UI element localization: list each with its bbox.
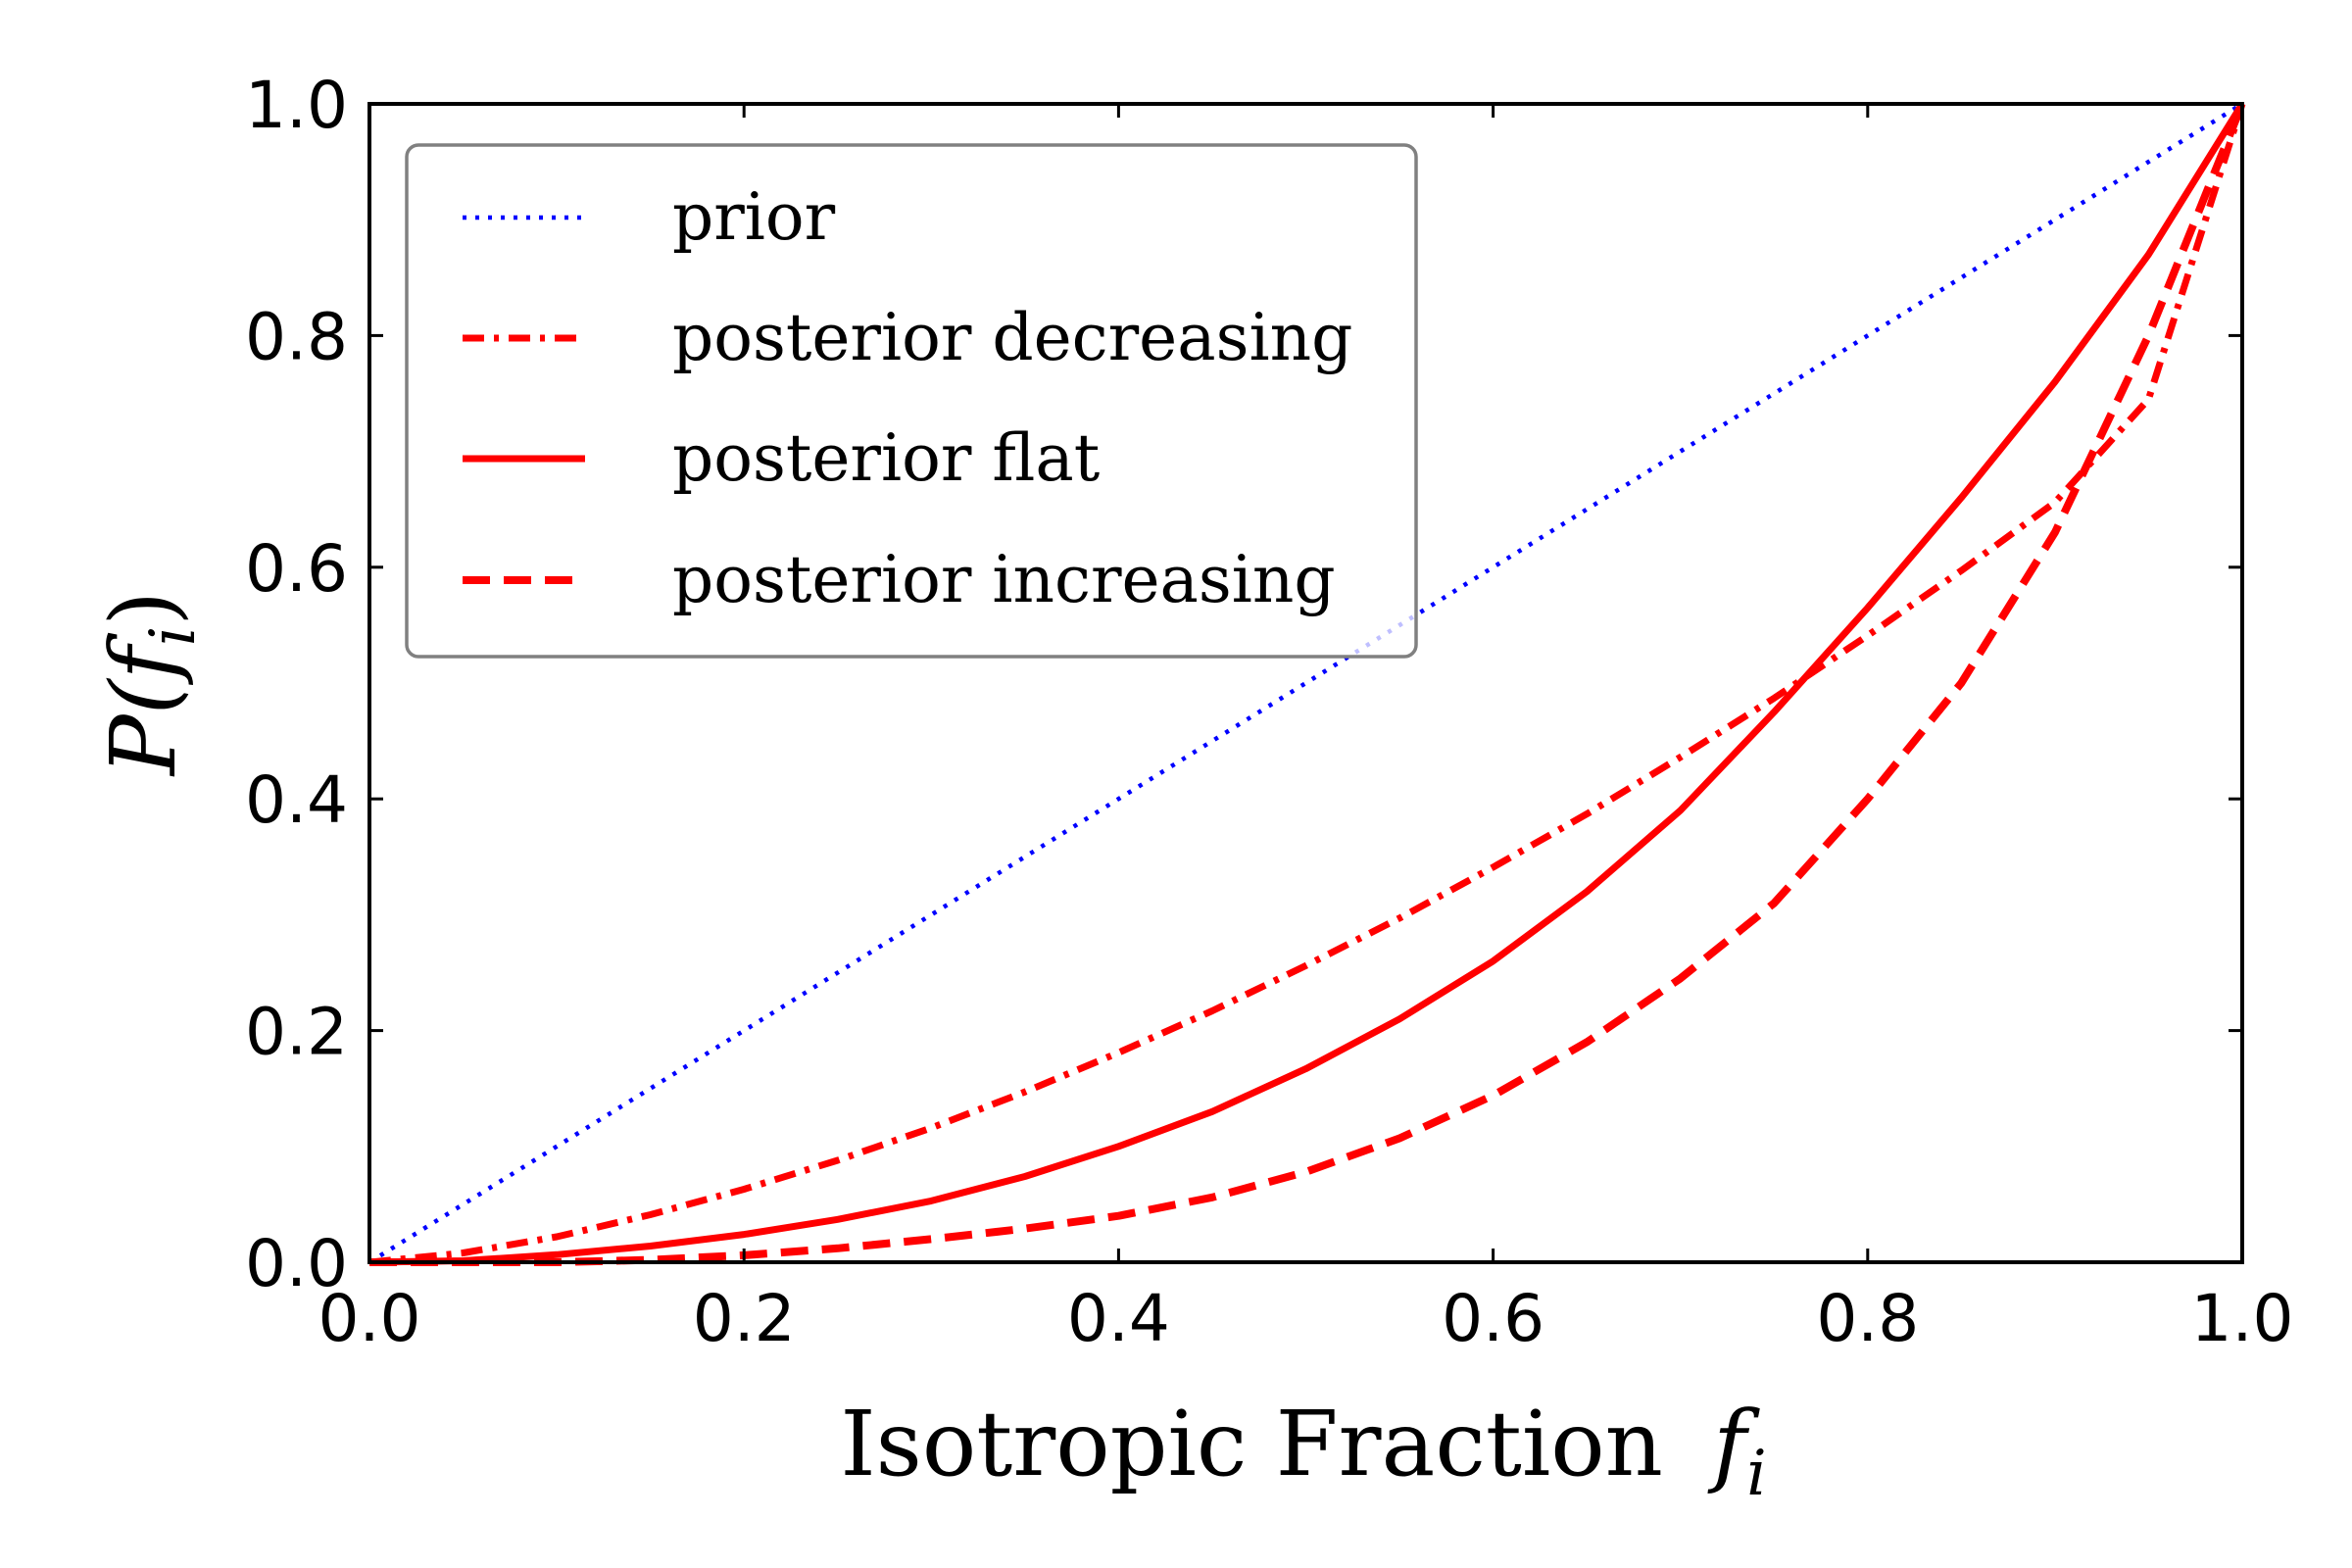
- series-line-prior: [368, 102, 2244, 1264]
- y-axis-label: P(fi): [91, 591, 210, 777]
- y-tick-label: 0.8: [245, 299, 348, 374]
- x-tick-label: 0.6: [1442, 1281, 1544, 1356]
- legend: prior posterior decreasing posterior flat p…: [405, 143, 1418, 659]
- series-line-posterior-increasing: [369, 102, 2246, 1266]
- legend-box: [405, 143, 1418, 659]
- y-tick-label: 0.0: [245, 1226, 348, 1301]
- y-axis-label-text: P(f: [91, 632, 196, 777]
- plot-frame: [368, 102, 2244, 1264]
- y-tick-label: 0.2: [245, 995, 348, 1070]
- y-tick-label: 0.4: [245, 762, 348, 838]
- legend-items: prior posterior decreasing posterior flat p…: [463, 179, 1352, 617]
- series-layer: [368, 102, 2246, 1266]
- x-tick-label: 1.0: [2191, 1281, 2294, 1356]
- y-tick-label: 0.6: [245, 531, 348, 607]
- x-tick-label: 0.8: [1816, 1281, 1919, 1356]
- y-axis-label-close: ): [91, 591, 196, 626]
- series-line-posterior-flat: [368, 102, 2245, 1266]
- x-tick-label: 0.2: [693, 1281, 796, 1356]
- legend-label: posterior increasing: [672, 542, 1336, 617]
- legend-label: posterior decreasing: [672, 300, 1352, 375]
- x-axis-label-text: Isotropic Fraction: [840, 1392, 1663, 1496]
- x-axis-label-subscript: i: [1746, 1438, 1766, 1510]
- legend-label: prior: [672, 179, 836, 255]
- x-tick-label: 0.0: [318, 1281, 421, 1356]
- legend-label: posterior flat: [672, 420, 1100, 496]
- x-axis-label: Isotropic Fraction fi: [840, 1392, 1766, 1510]
- ticks-layer: 0.0 0.2 0.4 0.6 0.8 1.0 0.0 0.2 0.4 0.6 0.8 1.0: [245, 68, 2293, 1356]
- y-axis-label-subscript: i: [137, 626, 210, 646]
- series-line-posterior-decreasing: [368, 102, 2246, 1266]
- y-tick-label: 1.0: [245, 68, 348, 143]
- x-tick-label: 0.4: [1067, 1281, 1170, 1356]
